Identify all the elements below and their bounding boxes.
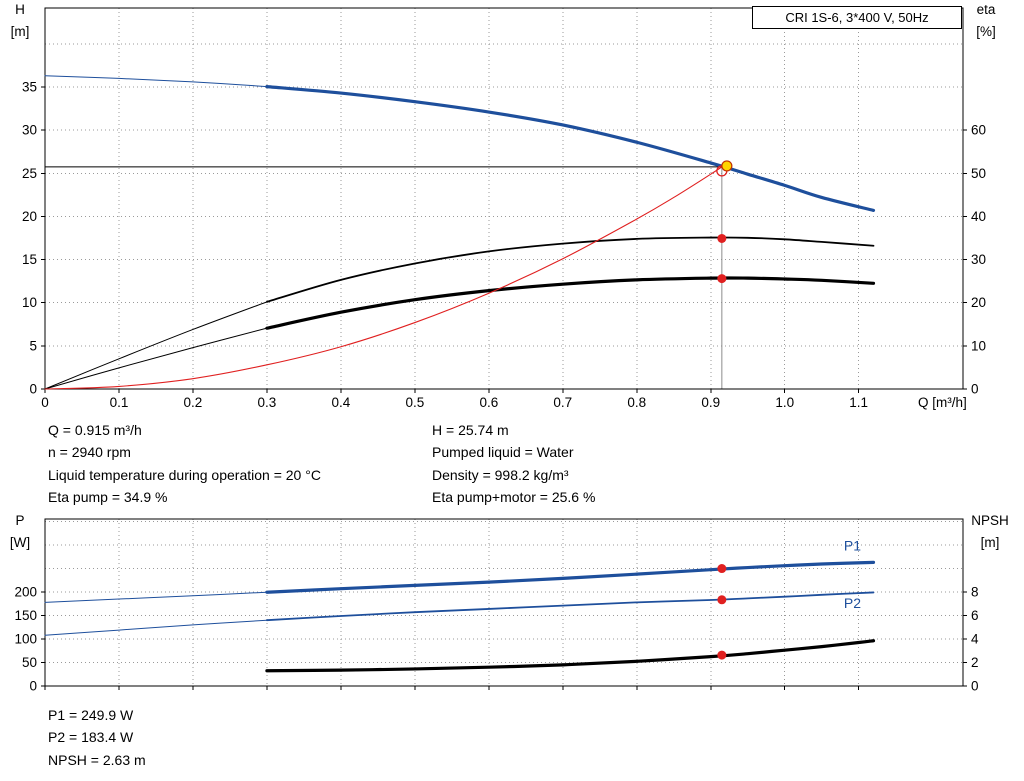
eta-pump-operating-dot [717, 233, 727, 243]
y-left-tick-label: 35 [22, 80, 37, 95]
y-left-tick-label: 0 [29, 679, 37, 694]
eta-pump-lead [44, 301, 268, 390]
npsh-axis-label: NPSH [971, 513, 1009, 528]
x-tick-label: 0.5 [405, 395, 424, 410]
npsh-axis-unit: [m] [980, 535, 1000, 550]
info-eta-pump: Eta pump = 34.9 % [48, 489, 168, 506]
info-liquid-temperature: Liquid temperature during operation = 20… [48, 466, 321, 483]
x-tick-label: 0.6 [479, 395, 498, 410]
info-p2: P2 = 183.4 W [48, 729, 134, 746]
duty-point [721, 160, 733, 172]
y-right-tick-label: 4 [971, 631, 979, 646]
p2-curve-lead [44, 619, 268, 636]
qh-curve-lead [44, 75, 268, 88]
eta-pump-motor-lead [44, 327, 268, 390]
q-axis-label: Q [m³/h] [918, 395, 967, 410]
y-left-tick-label: 200 [14, 584, 37, 599]
y-right-tick-label: 60 [971, 123, 986, 138]
operating-data-left: Q = 0.915 m³/h n = 2940 rpm Liquid tempe… [48, 419, 321, 509]
p1-curve-lead [44, 591, 268, 603]
x-tick-label: 0.3 [258, 395, 277, 410]
operating-data-right: H = 25.74 m Pumped liquid = Water Densit… [432, 419, 595, 509]
npsh-curve [265, 639, 876, 673]
plot-border [44, 518, 964, 687]
x-tick-label: 0.2 [184, 395, 203, 410]
p2-operating-dot [717, 595, 727, 605]
y-right-tick-label: 8 [971, 584, 979, 599]
x-tick-label: 0.9 [701, 395, 720, 410]
x-tick-label: 0.8 [627, 395, 646, 410]
p1-operating-dot [717, 564, 727, 574]
h-axis-label: H [15, 2, 25, 17]
y-left-tick-label: 50 [22, 655, 37, 670]
chart-0: 0 5 10 15 20 25 30 35 0 10 20 30 40 50 60 0 0.1 0.2 0.3 0.4… [22, 7, 986, 410]
y-left-tick-label: 20 [22, 209, 37, 224]
info-npsh: NPSH = 2.63 m [48, 751, 146, 768]
x-tick-label: 0.7 [553, 395, 572, 410]
x-tick-label: 1.0 [775, 395, 794, 410]
info-eta-pump-motor: Eta pump+motor = 25.6 % [432, 489, 596, 506]
y-left-tick-label: 5 [29, 338, 37, 353]
x-tick-label: 0.4 [331, 395, 350, 410]
y-left-tick-label: 10 [22, 295, 37, 310]
y-left-tick-label: 15 [22, 252, 37, 267]
qh-curve [265, 85, 876, 213]
info-h: H = 25.74 m [432, 422, 509, 438]
y-left-tick-label: 25 [22, 166, 37, 181]
info-density: Density = 998.2 kg/m³ [432, 466, 569, 483]
info-pumped-liquid: Pumped liquid = Water [432, 444, 574, 461]
y-right-tick-label: 6 [971, 608, 979, 623]
eta-axis-unit: [%] [976, 24, 996, 39]
eta-pump-motor-curve [265, 276, 876, 330]
x-tick-label: 0 [41, 395, 49, 410]
x-tick-label: 1.1 [849, 395, 868, 410]
p-axis-label: P [15, 513, 25, 528]
y-right-tick-label: 20 [971, 295, 986, 310]
curve-label-P1: P1 [844, 538, 861, 554]
eta-axis-label: eta [976, 2, 996, 17]
y-right-tick-label: 40 [971, 209, 986, 224]
system-curve [44, 166, 723, 390]
pump-title: CRI 1S-6, 3*400 V, 50Hz [785, 10, 929, 25]
pump-title-box: CRI 1S-6, 3*400 V, 50Hz [752, 6, 962, 29]
y-right-tick-label: 10 [971, 338, 986, 353]
y-right-tick-label: 50 [971, 166, 986, 181]
y-right-tick-label: 0 [971, 679, 979, 694]
x-tick-label: 0.1 [110, 395, 129, 410]
p1-curve [265, 560, 876, 594]
p2-curve [266, 591, 875, 622]
eta-pump-curve [266, 236, 875, 303]
chart-1: 0 50 100 150 200 0 2 4 6 8 P1 P2 [14, 518, 979, 694]
power-npsh-data: P1 = 249.9 W P2 = 183.4 W NPSH = 2.63 m [48, 704, 146, 771]
h-axis-unit: [m] [10, 24, 30, 39]
y-left-tick-label: 100 [14, 631, 37, 646]
y-right-tick-label: 2 [971, 655, 979, 670]
y-left-tick-label: 30 [22, 123, 37, 138]
y-right-tick-label: 0 [971, 382, 979, 397]
p-axis-unit: [W] [9, 535, 31, 550]
info-q: Q = 0.915 m³/h [48, 422, 142, 438]
y-right-tick-label: 30 [971, 252, 986, 267]
info-p1: P1 = 249.9 W [48, 707, 134, 723]
y-left-tick-label: 0 [29, 382, 37, 397]
curve-label-P2: P2 [844, 595, 861, 611]
npsh-operating-dot [717, 650, 727, 660]
y-left-tick-label: 150 [14, 608, 37, 623]
plot-border [44, 7, 964, 390]
info-n: n = 2940 rpm [48, 444, 131, 461]
eta-pump-motor-operating-dot [717, 274, 727, 284]
